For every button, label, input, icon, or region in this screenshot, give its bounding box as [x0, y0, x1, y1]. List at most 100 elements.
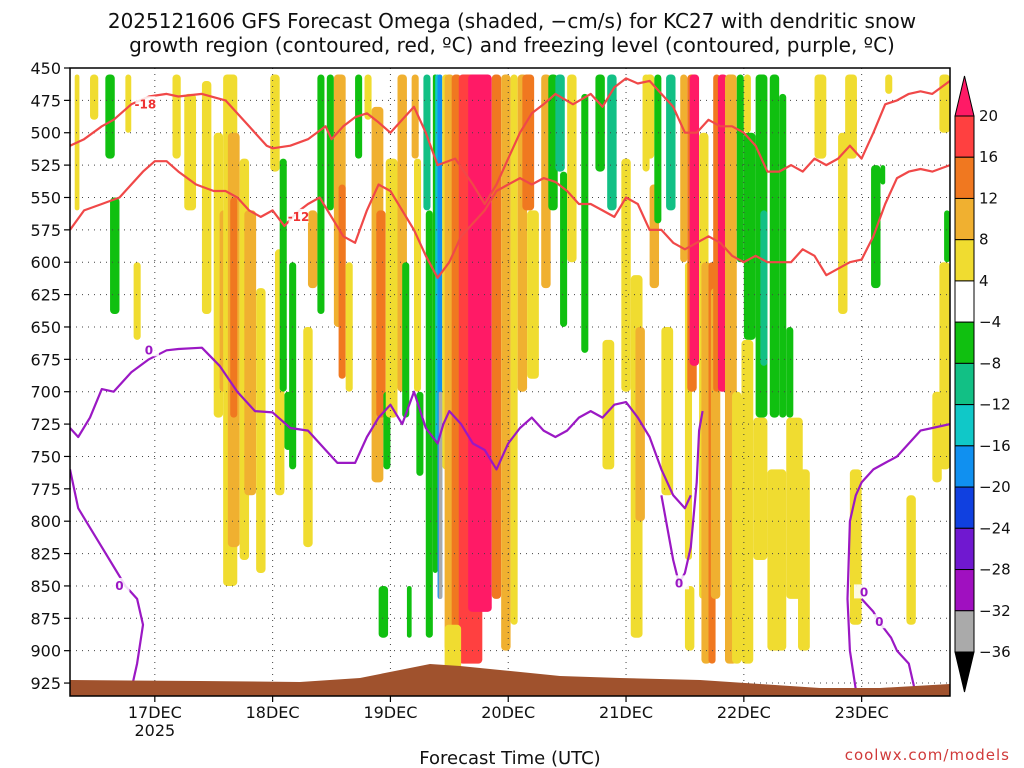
omega-band-90 — [732, 391, 742, 664]
y-tick-label-825: 825 — [30, 545, 61, 564]
plot-frame — [69, 67, 951, 697]
omega-band-53 — [491, 74, 502, 599]
omega-band-91 — [736, 74, 744, 263]
freezing-contour-label-3: 0 — [860, 585, 868, 599]
omega-band-111 — [906, 495, 916, 625]
y-tick-label-525: 525 — [30, 156, 61, 175]
omega-band-47 — [438, 391, 443, 599]
colorbar-label-10: −24 — [979, 519, 1011, 537]
omega-band-16 — [256, 288, 266, 573]
freezing-label-bg-4 — [869, 614, 890, 629]
colorbar-box-2 — [954, 197, 975, 241]
freezing-label-bg-2 — [669, 575, 690, 590]
x-tick-label-19DEC: 19DEC — [363, 703, 417, 722]
colorbar-box-0 — [954, 115, 975, 158]
y-axis: 450 475 500 525 550 575 600 625 650 675 700 725 750 7… — [30, 59, 70, 693]
freezing-label-bg-1 — [109, 577, 130, 592]
dgz-label-bg-1 — [288, 208, 309, 223]
chart-title-line-2: growth region (contoured, red, ºC) and f… — [129, 33, 895, 57]
omega-band-93 — [743, 132, 756, 340]
y-tick-label-750: 750 — [30, 447, 61, 466]
colorbar-box-9 — [954, 486, 975, 529]
omega-band-6 — [172, 74, 181, 159]
omega-band-106 — [845, 74, 857, 159]
omega-band-81 — [689, 74, 700, 366]
omega-band-92 — [743, 74, 751, 133]
omega-band-15 — [244, 210, 257, 496]
terrain-ground — [70, 664, 950, 696]
freezing-contour-label-1: 0 — [115, 579, 123, 593]
y-tick-label-575: 575 — [30, 221, 61, 240]
colorbar-label-6: −8 — [979, 354, 1001, 372]
x-tick-sublabel-17DEC: 2025 — [134, 721, 175, 740]
y-tick-label-800: 800 — [30, 512, 61, 531]
omega-band-37 — [411, 74, 419, 159]
omega-band-77 — [661, 326, 674, 496]
omega-band-103 — [798, 469, 810, 651]
y-tick-label-475: 475 — [30, 91, 61, 110]
dendritic-growth-contours: -18 -12 — [70, 77, 950, 279]
y-tick-label-775: 775 — [30, 480, 61, 499]
chart-title-line-1: 2025121606 GFS Forecast Omega (shaded, −… — [108, 9, 916, 33]
omega-band-24 — [317, 74, 325, 315]
colorbar-box-6 — [954, 362, 975, 406]
x-tick-label-17DEC: 17DEC — [128, 703, 182, 722]
omega-band-2 — [105, 74, 115, 159]
omega-band-36 — [402, 262, 410, 418]
freezing-contour-2 — [660, 410, 704, 585]
omega-band-17 — [270, 74, 280, 172]
y-tick-label-625: 625 — [30, 286, 61, 305]
colorbar-top-triangle — [954, 75, 975, 117]
x-axis-label: Forecast Time (UTC) — [419, 748, 600, 768]
colorbar-label-8: −16 — [979, 437, 1011, 455]
freezing-contour-label-4: 0 — [875, 615, 883, 629]
omega-band-75 — [654, 74, 662, 224]
x-tick-label-21DEC: 21DEC — [599, 703, 653, 722]
x-tick-label-18DEC: 18DEC — [246, 703, 300, 722]
y-tick-label-850: 850 — [30, 577, 61, 596]
y-tick-label-700: 700 — [30, 383, 61, 402]
omega-band-107 — [849, 469, 862, 625]
omega-band-19 — [279, 158, 287, 392]
omega-band-114 — [939, 74, 950, 133]
omega-band-64 — [567, 74, 577, 263]
omega-band-8 — [201, 80, 212, 315]
omega-band-52 — [468, 74, 492, 612]
colorbar-label-2: 12 — [979, 189, 998, 207]
omega-band-42 — [423, 74, 431, 211]
omega-band-115 — [944, 210, 950, 263]
omega-band-41 — [378, 585, 389, 638]
y-tick-label-900: 900 — [30, 642, 61, 661]
omega-band-65 — [581, 93, 589, 353]
omega-band-54 — [501, 74, 511, 651]
omega-band-97 — [779, 93, 787, 418]
colorbar-label-11: −28 — [979, 561, 1011, 579]
colorbar-box-11 — [954, 569, 975, 612]
y-tick-label-450: 450 — [30, 59, 61, 78]
colorbar-label-4: 4 — [979, 272, 989, 290]
freezing-contour-label-2: 0 — [675, 576, 683, 590]
colorbar-box-10 — [954, 527, 975, 571]
dgz-contour-1 — [70, 160, 950, 279]
omega-band-21 — [284, 391, 292, 450]
omega-band-109 — [880, 165, 886, 185]
y-tick-label-925: 925 — [30, 674, 61, 693]
plot-area: -18 -12 0 0 0 0 0 — [70, 68, 950, 696]
omega-band-69 — [621, 158, 631, 392]
y-tick-label-500: 500 — [30, 124, 61, 143]
y-tick-label-600: 600 — [30, 253, 61, 272]
x-tick-label-20DEC: 20DEC — [481, 703, 535, 722]
freezing-contour-label-0: 0 — [145, 343, 153, 357]
omega-band-110 — [885, 74, 893, 94]
omega-band-98 — [786, 326, 794, 418]
omega-shading-layer — [74, 74, 950, 684]
colorbar-label-13: −36 — [979, 643, 1011, 661]
colorbar-label-1: 16 — [979, 148, 998, 166]
colorbar-label-5: −4 — [979, 313, 1001, 331]
omega-band-101 — [767, 469, 787, 651]
y-tick-label-550: 550 — [30, 188, 61, 207]
x-tick-label-22DEC: 22DEC — [717, 703, 771, 722]
omega-band-13 — [230, 197, 238, 418]
colorbar-box-4 — [954, 280, 975, 323]
